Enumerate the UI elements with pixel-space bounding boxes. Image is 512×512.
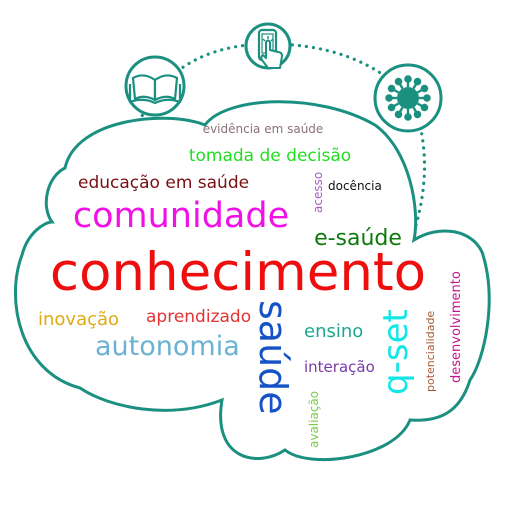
virus-spike-tip bbox=[413, 77, 422, 86]
word-acesso: acesso bbox=[311, 172, 325, 213]
word-interacao: interação bbox=[304, 358, 375, 376]
virus-spike-tip bbox=[387, 84, 396, 93]
word-potencialidade: potencialidade bbox=[424, 311, 437, 392]
word-autonomia: autonomia bbox=[95, 331, 240, 362]
virus-spike-tip bbox=[404, 113, 412, 121]
word-avaliacao: avaliação bbox=[307, 391, 321, 448]
word-conhecimento: conhecimento bbox=[50, 242, 426, 303]
word-tomada: tomada de decisão bbox=[189, 146, 351, 166]
word-cloud-words: evidência em saúde tomada de decisão edu… bbox=[38, 122, 464, 448]
virus-spike-tip bbox=[404, 75, 412, 83]
word-ensino: ensino bbox=[304, 321, 363, 342]
virus-spike-tip bbox=[413, 110, 422, 119]
word-esaude: e-saúde bbox=[314, 226, 402, 251]
word-educacao: educação em saúde bbox=[78, 173, 249, 193]
virus-spike-tip bbox=[394, 77, 403, 86]
word-comunidade: comunidade bbox=[73, 196, 289, 236]
virus-spike-tip bbox=[423, 94, 431, 102]
book-icon bbox=[124, 55, 186, 117]
word-evidencia: evidência em saúde bbox=[203, 122, 324, 136]
virus-spike-tip bbox=[420, 103, 429, 112]
cloud-outline bbox=[14, 100, 491, 462]
word-saude: saúde bbox=[251, 300, 295, 415]
word-inovacao: inovação bbox=[38, 309, 119, 330]
virus-spike-tip bbox=[420, 84, 429, 93]
word-docencia: docência bbox=[328, 179, 382, 193]
virus-icon bbox=[373, 63, 443, 133]
word-qset: q-set bbox=[376, 309, 416, 395]
smartphone-touch-icon bbox=[244, 22, 292, 70]
dotted-connector-arc bbox=[130, 42, 427, 234]
virus-spike-tip bbox=[394, 110, 403, 119]
virus-spike-tip bbox=[385, 94, 393, 102]
virus-spike-tip bbox=[387, 103, 396, 112]
word-aprendizado: aprendizado bbox=[146, 307, 251, 327]
word-desenvolvimento: desenvolvimento bbox=[449, 271, 464, 383]
